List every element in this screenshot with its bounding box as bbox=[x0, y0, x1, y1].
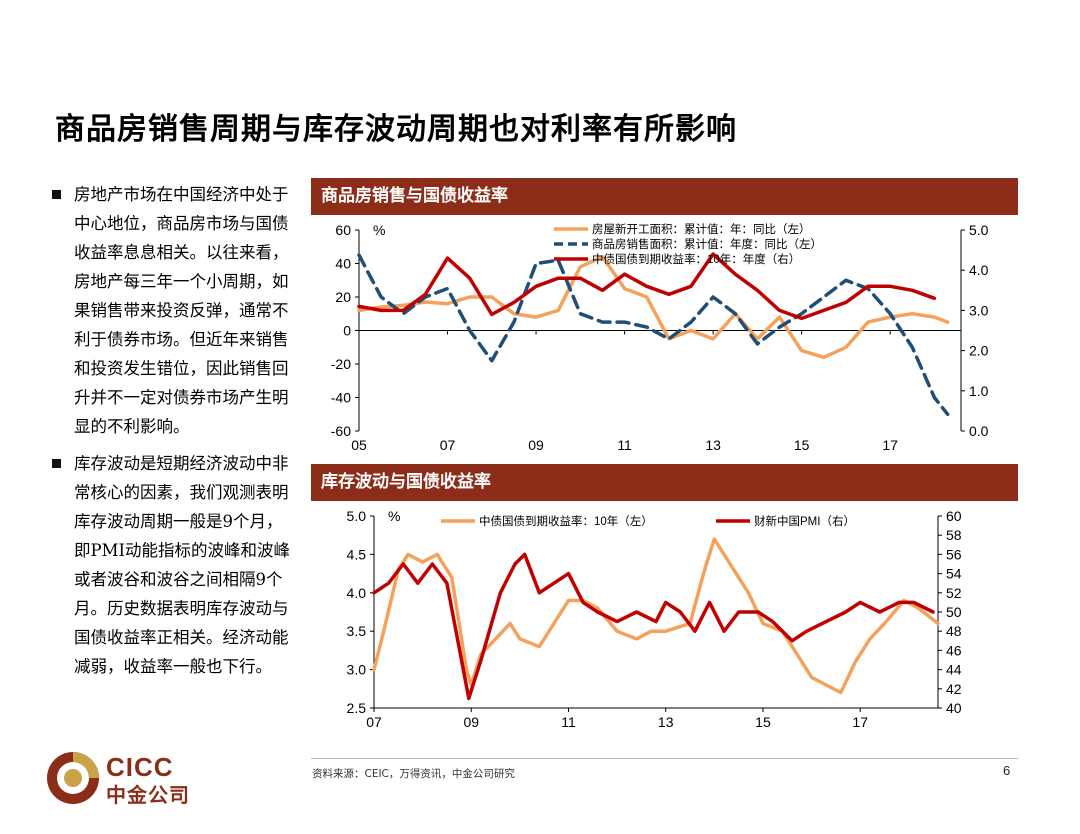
bullet-text: 库存波动是短期经济波动中非常核心的因素，我们观测表明库存波动周期一般是9个月，即… bbox=[74, 454, 291, 676]
footer-divider bbox=[311, 758, 1018, 759]
x-tick-label: 07 bbox=[440, 437, 456, 453]
left-tick-label: -40 bbox=[331, 390, 351, 406]
x-tick-label: 07 bbox=[366, 714, 382, 730]
left-tick-label: 4.5 bbox=[347, 546, 367, 562]
right-tick-label: 48 bbox=[946, 623, 962, 639]
x-tick-label: 13 bbox=[658, 714, 674, 730]
left-tick-label: 4.0 bbox=[347, 585, 367, 601]
right-tick-label: 5.0 bbox=[969, 222, 989, 238]
legend-label: 财新中国PMI（右） bbox=[754, 514, 855, 528]
page-number: 6 bbox=[1003, 763, 1011, 778]
unit-label: % bbox=[388, 508, 400, 524]
x-tick-label: 17 bbox=[882, 437, 898, 453]
left-tick-label: 0 bbox=[343, 323, 351, 339]
right-tick-label: 50 bbox=[946, 604, 962, 620]
bullet-list: 房地产市场在中国经济中处于中心地位，商品房市场与国债收益率息息相关。以往来看，房… bbox=[52, 180, 297, 689]
cicc-logo-icon bbox=[47, 752, 99, 804]
x-tick-label: 15 bbox=[794, 437, 810, 453]
chart-sales-vs-yield: 60 40 20 0 -20 -40 -60 5.0 4.0 3.0 2.0 1.0 0.0 05 07 09… bbox=[331, 222, 989, 453]
legend-label: 中债国债到期收益率：10年（左） bbox=[479, 514, 653, 528]
bullet-item: 房地产市场在中国经济中处于中心地位，商品房市场与国债收益率息息相关。以往来看，房… bbox=[52, 180, 297, 441]
left-tick-label: 60 bbox=[335, 222, 351, 238]
left-tick-label: 3.5 bbox=[347, 623, 367, 639]
right-tick-label: 60 bbox=[946, 508, 962, 524]
page-title: 商品房销售周期与库存波动周期也对利率有所影响 bbox=[55, 112, 737, 147]
legend-label: 商品房销售面积：累计值：年度：同比（左） bbox=[592, 237, 822, 251]
left-tick-label: 20 bbox=[335, 289, 351, 305]
logo-text-cn: 中金公司 bbox=[106, 783, 190, 807]
source-note: 资料来源：CEIC，万得资讯，中金公司研究 bbox=[312, 768, 515, 780]
left-tick-label: 3.0 bbox=[347, 662, 367, 678]
x-tick-label: 05 bbox=[351, 437, 367, 453]
x-tick-label: 11 bbox=[561, 714, 576, 730]
chart-inventory-vs-yield: 5.0 4.5 4.0 3.5 3.0 2.5 60 58 56 54 52 50 48 46 44 42 40… bbox=[347, 508, 962, 730]
x-tick-label: 17 bbox=[852, 714, 868, 730]
right-tick-label: 42 bbox=[946, 681, 962, 697]
panel1-header: 商品房销售与国债收益率 bbox=[311, 178, 1018, 215]
right-tick-label: 0.0 bbox=[969, 423, 989, 439]
right-tick-label: 44 bbox=[946, 662, 962, 678]
panel2-header: 库存波动与国债收益率 bbox=[311, 464, 1018, 501]
series-line-2 bbox=[372, 552, 935, 701]
left-tick-label: -20 bbox=[331, 356, 351, 372]
bullet-item: 库存波动是短期经济波动中非常核心的因素，我们观测表明库存波动周期一般是9个月，即… bbox=[52, 449, 297, 681]
series-line-2 bbox=[357, 253, 950, 417]
bullet-text: 房地产市场在中国经济中处于中心地位，商品房市场与国债收益率息息相关。以往来看，房… bbox=[74, 185, 289, 436]
unit-label: % bbox=[373, 222, 385, 238]
right-tick-label: 58 bbox=[946, 527, 962, 543]
right-tick-label: 52 bbox=[946, 585, 962, 601]
series-line-3 bbox=[357, 252, 937, 321]
right-tick-label: 4.0 bbox=[969, 262, 989, 278]
x-tick-label: 09 bbox=[463, 714, 479, 730]
series-line-1 bbox=[357, 255, 950, 360]
left-tick-label: -60 bbox=[331, 423, 351, 439]
right-tick-label: 54 bbox=[946, 566, 962, 582]
right-tick-label: 46 bbox=[946, 642, 962, 658]
right-tick-label: 40 bbox=[946, 700, 962, 716]
x-tick-label: 09 bbox=[528, 437, 544, 453]
right-tick-label: 3.0 bbox=[969, 302, 989, 318]
right-tick-label: 2.0 bbox=[969, 343, 989, 359]
left-tick-label: 2.5 bbox=[347, 700, 367, 716]
bullet-square-icon bbox=[52, 459, 61, 468]
left-tick-label: 40 bbox=[335, 256, 351, 272]
x-tick-label: 11 bbox=[617, 437, 632, 453]
left-tick-label: 5.0 bbox=[347, 508, 367, 524]
right-tick-label: 56 bbox=[946, 546, 962, 562]
series-line-1 bbox=[372, 537, 940, 695]
bullet-square-icon bbox=[52, 190, 61, 199]
legend-label: 房屋新开工面积：累计值：年：同比（左） bbox=[592, 222, 811, 236]
x-tick-label: 13 bbox=[705, 437, 721, 453]
x-tick-label: 15 bbox=[755, 714, 771, 730]
legend-label: 中债国债到期收益率：10年：年度（右） bbox=[592, 252, 800, 266]
logo-text-en: CICC bbox=[106, 752, 174, 782]
right-tick-label: 1.0 bbox=[969, 383, 989, 399]
